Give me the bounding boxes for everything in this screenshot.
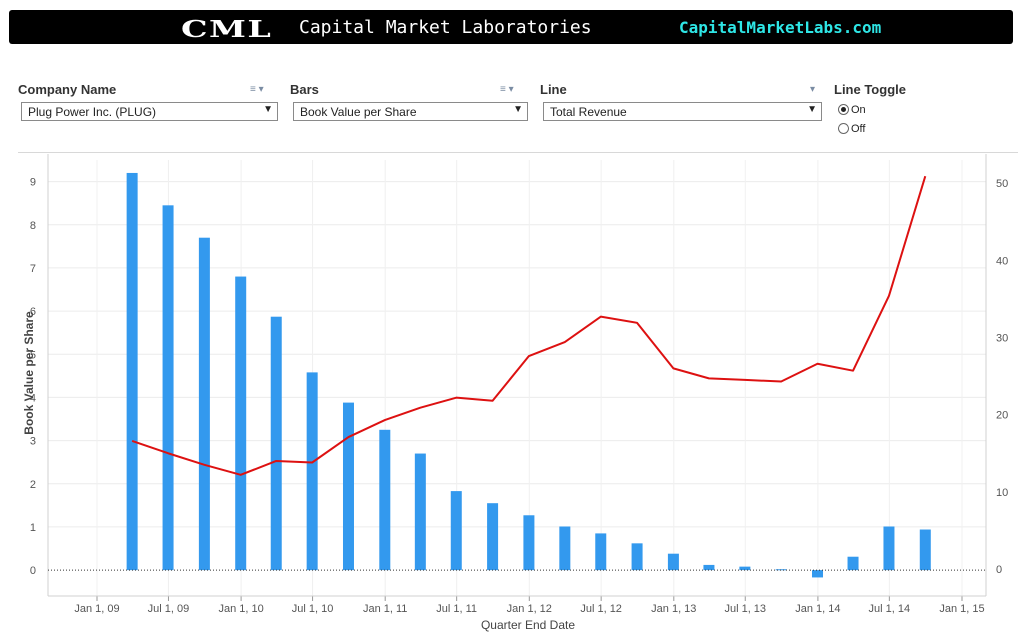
line-toggle-on-label: On	[851, 104, 866, 116]
line-toggle-off-label: Off	[851, 123, 866, 135]
x-tick-label: Jan 1, 13	[651, 603, 696, 615]
revenue-line	[131, 175, 927, 476]
bar	[919, 529, 931, 571]
y-tick-label: 5	[30, 349, 36, 361]
x-tick-label: Jan 1, 10	[218, 603, 263, 615]
list-filter-icon[interactable]: ≡ ▾	[500, 84, 514, 95]
y2-tick-label: 10	[996, 487, 1008, 499]
x-tick-label: Jul 1, 11	[436, 603, 477, 615]
cml-logo: CML	[181, 16, 273, 43]
bar	[198, 237, 210, 571]
bars-filter-label: Bars	[290, 82, 319, 97]
line-toggle-off-option[interactable]: Off	[838, 123, 865, 135]
chevron-down-icon: ▼	[263, 104, 273, 115]
line-filter-label: Line	[540, 82, 567, 97]
bar	[162, 205, 174, 571]
x-tick-label: Jan 1, 12	[507, 603, 552, 615]
y-tick-label: 6	[30, 306, 36, 318]
bar	[595, 533, 607, 571]
line-filter: Line ▾ Total Revenue ▼	[540, 82, 822, 121]
y2-tick-label: 50	[996, 178, 1008, 190]
bar	[414, 453, 426, 571]
chart-axes: 0 1 2 3 4 5 6 7 8 9 0 10 20 30 40 50 Jan 1, 09 Jul 1, 09 J…	[30, 154, 1008, 615]
y-tick-label: 9	[30, 177, 36, 189]
y-tick-label: 8	[30, 220, 36, 232]
bar	[487, 503, 499, 571]
y2-tick-label: 40	[996, 255, 1008, 267]
y-tick-label: 1	[30, 522, 36, 534]
chevron-down-icon: ▼	[807, 104, 817, 115]
bar	[235, 276, 247, 571]
x-tick-label: Jan 1, 14	[795, 603, 840, 615]
y-tick-label: 4	[30, 392, 36, 404]
brand-name: Capital Market Laboratories	[299, 17, 592, 38]
bar	[847, 556, 859, 571]
x-tick-label: Jan 1, 09	[74, 603, 119, 615]
line-series	[131, 175, 927, 476]
x-tick-label: Jul 1, 14	[869, 603, 911, 615]
bar	[523, 515, 535, 571]
line-select-value: Total Revenue	[550, 105, 627, 119]
x-tick-label: Jul 1, 12	[580, 603, 622, 615]
bar-series	[126, 172, 931, 578]
company-filter-label: Company Name	[18, 82, 117, 97]
y-tick-label: 2	[30, 479, 36, 491]
dropdown-icon[interactable]: ▾	[810, 84, 816, 95]
x-tick-label: Jul 1, 13	[724, 603, 766, 615]
bars-filter: Bars ≡ ▾ Book Value per Share ▼	[290, 82, 528, 121]
company-select-value: Plug Power Inc. (PLUG)	[28, 105, 157, 119]
bar	[883, 526, 895, 571]
y2-tick-label: 20	[996, 410, 1008, 422]
company-select[interactable]: Plug Power Inc. (PLUG) ▼	[21, 102, 278, 121]
bar	[812, 570, 824, 578]
list-filter-icon[interactable]: ≡ ▾	[250, 84, 264, 95]
chevron-down-icon: ▼	[513, 104, 523, 115]
radio-checked-icon[interactable]	[838, 104, 849, 115]
x-tick-label: Jan 1, 15	[939, 603, 984, 615]
y-tick-label: 0	[30, 565, 36, 577]
bars-select-value: Book Value per Share	[300, 105, 417, 119]
y-tick-label: 7	[30, 263, 36, 275]
line-select[interactable]: Total Revenue ▼	[543, 102, 822, 121]
x-tick-label: Jul 1, 09	[148, 603, 190, 615]
grid-lines	[48, 160, 986, 596]
y-tick-label: 3	[30, 436, 36, 448]
bar	[559, 526, 571, 571]
bar	[739, 566, 751, 571]
bars-select[interactable]: Book Value per Share ▼	[293, 102, 528, 121]
bar	[450, 491, 462, 571]
bar	[631, 543, 643, 571]
header-banner: CML Capital Market Laboratories CapitalM…	[9, 10, 1013, 44]
y-axis-title: Book Value per Share	[22, 311, 36, 435]
bar	[126, 172, 138, 571]
x-tick-label: Jul 1, 10	[292, 603, 334, 615]
brand-url-link[interactable]: CapitalMarketLabs.com	[679, 18, 882, 37]
bar	[342, 402, 354, 571]
bar	[775, 569, 787, 571]
bar	[306, 372, 318, 571]
bar	[270, 316, 282, 571]
line-toggle-on-option[interactable]: On	[838, 104, 866, 116]
bar	[667, 553, 679, 571]
y2-tick-label: 0	[996, 564, 1002, 576]
bar	[703, 564, 715, 571]
section-divider	[18, 152, 1018, 153]
x-tick-label: Jan 1, 11	[363, 603, 407, 615]
line-toggle-label: Line Toggle	[834, 82, 906, 97]
company-filter: Company Name ≡ ▾ Plug Power Inc. (PLUG) …	[18, 82, 278, 121]
bar	[379, 429, 391, 571]
radio-unchecked-icon[interactable]	[838, 123, 849, 134]
y2-tick-label: 30	[996, 332, 1008, 344]
x-axis-title: Quarter End Date	[481, 618, 575, 632]
